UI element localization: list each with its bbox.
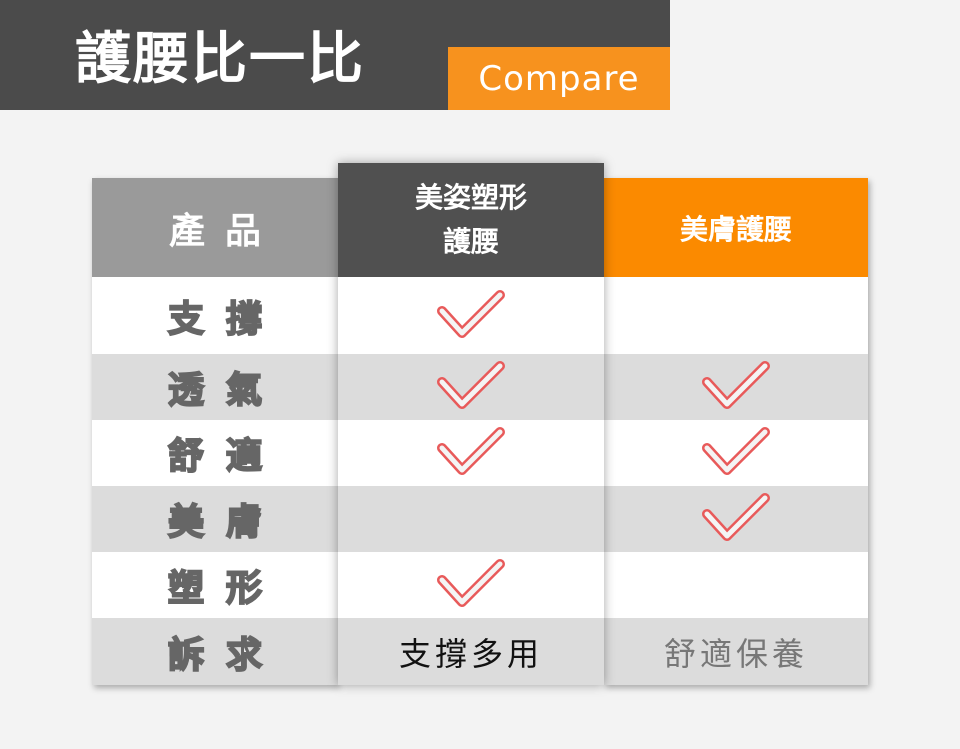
row-label: 舒適 [167,435,284,478]
column-posture-belt: 美姿塑形護腰 支撐多用 [338,163,604,685]
checkmark-icon [437,289,505,338]
header-skin-belt: 美膚護腰 [604,178,868,277]
row-label: 訴求 [167,634,284,677]
header-posture-belt: 美姿塑形 護腰 [338,163,604,277]
row-label: 透氣 [167,369,284,412]
table-cell [604,277,868,354]
checkmark-icon [702,493,770,541]
table-cell [604,486,868,552]
column-skin-belt: 美膚護腰 舒適保養 [604,178,868,685]
header-line: 美姿塑形 [414,181,527,214]
table-cell [604,354,868,420]
table-cell [604,420,868,486]
appeal-text: 舒適保養 [663,634,808,673]
table-cell [338,277,604,354]
checkmark-icon [437,427,505,475]
column-features: 產品 支撐 透氣 舒適 美膚 塑形 訴求 [92,178,338,685]
row-label: 塑形 [167,567,284,610]
checkmark-icon [702,361,770,409]
table-cell [338,486,604,552]
compare-badge: Compare [448,47,670,110]
appeal-text: 支撐多用 [398,634,543,673]
table-cell [338,420,604,486]
checkmark-icon [437,361,505,409]
table-cell [338,552,604,618]
page-title: 護腰比一比 [75,27,365,92]
checkmark-icon [437,559,505,607]
table-cell [338,354,604,420]
row-label: 支撐 [167,298,284,341]
table-cell [604,552,868,618]
header-line: 護腰 [442,225,499,258]
header-product: 產品 [92,178,338,277]
checkmark-icon [702,427,770,475]
row-label: 美膚 [167,501,284,544]
